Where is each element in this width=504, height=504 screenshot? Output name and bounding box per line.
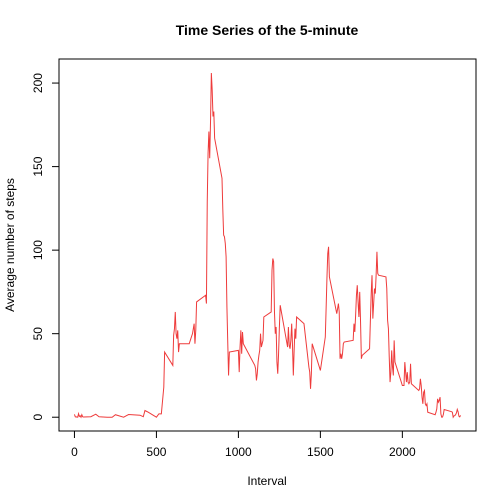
y-tick-label: 200 <box>31 73 45 93</box>
y-tick-label: 100 <box>31 240 45 260</box>
y-tick-label: 150 <box>31 156 45 176</box>
y-tick-label: 50 <box>31 327 45 341</box>
y-tick-label: 0 <box>31 414 45 421</box>
y-axis-label: Average number of steps <box>3 178 17 312</box>
x-tick-label: 2000 <box>389 445 416 459</box>
x-tick-label: 1000 <box>225 445 252 459</box>
data-line <box>73 73 461 419</box>
chart-title: Time Series of the 5-minute <box>176 22 359 38</box>
x-tick-label: 500 <box>146 445 166 459</box>
x-tick-label: 0 <box>71 445 78 459</box>
plot-box <box>58 58 477 432</box>
x-axis-label: Interval <box>247 474 286 488</box>
x-tick-label: 1500 <box>307 445 334 459</box>
